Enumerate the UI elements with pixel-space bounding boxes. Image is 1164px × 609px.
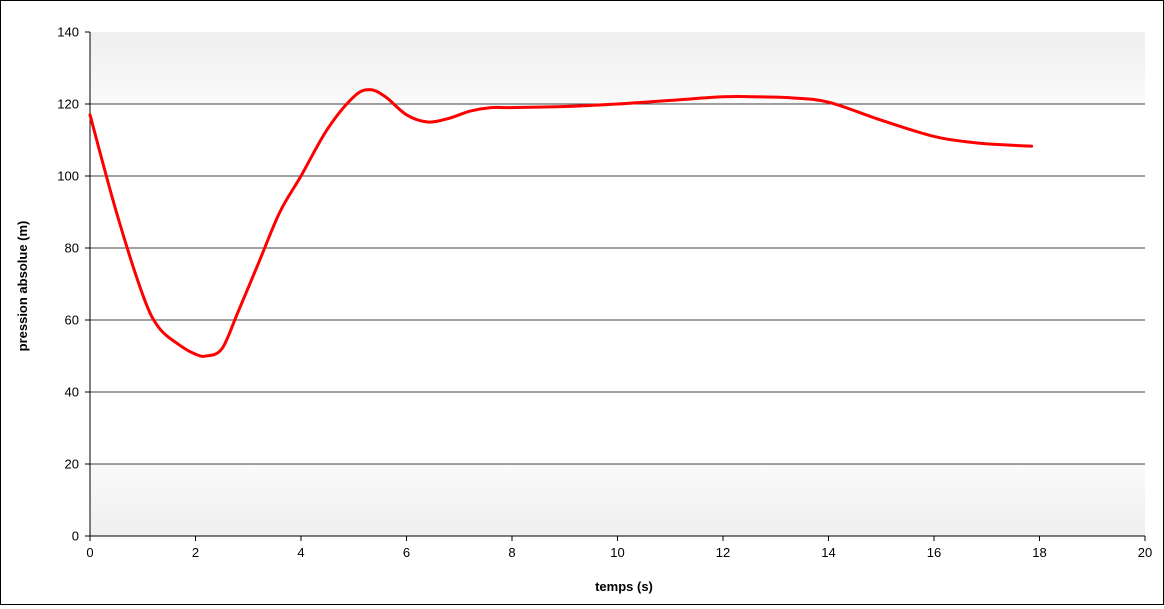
plot-area	[90, 32, 1145, 536]
x-tick-label: 14	[821, 545, 835, 560]
x-tick-label: 20	[1138, 545, 1152, 560]
plot-band-bottom	[90, 464, 1145, 536]
y-axis-title: pression absolue (m)	[15, 221, 30, 352]
plot-background	[90, 32, 1145, 536]
x-tick-label: 6	[403, 545, 410, 560]
x-axis-title: temps (s)	[595, 579, 653, 594]
x-tick-label: 10	[610, 545, 624, 560]
series-layer	[88, 88, 1034, 358]
y-tick-label: 120	[57, 97, 79, 112]
y-tick-label: 100	[57, 169, 79, 184]
y-tick-label: 20	[65, 457, 79, 472]
x-tick-label: 4	[297, 545, 304, 560]
y-tick-label: 60	[65, 313, 79, 328]
x-tick-label: 12	[716, 545, 730, 560]
x-tick-label: 18	[1032, 545, 1046, 560]
grid-lines	[90, 103, 1145, 465]
y-tick-label: 0	[72, 529, 79, 544]
y-tick-label: 140	[57, 25, 79, 40]
y-tick-label: 80	[65, 241, 79, 256]
plot-band-top	[90, 32, 1145, 104]
x-tick-label: 8	[508, 545, 515, 560]
x-tick-label: 16	[927, 545, 941, 560]
x-tick-label: 0	[86, 545, 93, 560]
tick-labels: 0 20 40 60 80 100 120 140 0 2 4 6 8 10 12 14 16 18 20	[57, 25, 1152, 561]
x-tick-label: 2	[192, 545, 199, 560]
series-line	[88, 88, 1034, 358]
y-tick-label: 40	[65, 385, 79, 400]
